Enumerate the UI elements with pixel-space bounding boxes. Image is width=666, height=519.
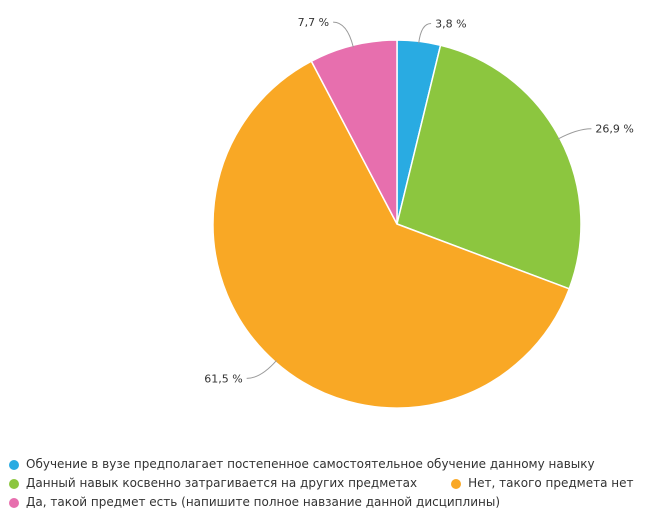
legend-row-1: Обучение в вузе предполагает постепенное… <box>9 455 666 474</box>
label-connectors <box>246 21 592 379</box>
pie-slices <box>212 39 582 409</box>
legend-marker-has-subject <box>9 497 19 508</box>
legend-item-has-subject[interactable]: Да, такой предмет есть (напишите полное … <box>9 493 500 512</box>
legend: Обучение в вузе предполагает постепенное… <box>9 455 666 512</box>
connector-no-subject <box>246 360 277 379</box>
legend-label-indirect: Данный навык косвенно затрагивается на д… <box>26 476 418 490</box>
legend-item-no-subject[interactable]: Нет, такого предмета нет <box>451 474 633 493</box>
pie-chart: 3,8 % 26,9 % 61,5 % 7,7 % <box>204 16 634 409</box>
legend-marker-no-subject <box>451 478 462 489</box>
connector-indirect <box>557 128 592 140</box>
connector-has-subject <box>333 21 354 48</box>
legend-label-has-subject: Да, такой предмет есть (напишите полное … <box>26 495 500 509</box>
data-label-no-subject: 61,5 % <box>204 372 242 385</box>
slice-labels: 3,8 % 26,9 % 61,5 % 7,7 % <box>204 16 634 385</box>
legend-item-indirect[interactable]: Данный навык косвенно затрагивается на д… <box>9 474 417 493</box>
legend-item-self-study[interactable]: Обучение в вузе предполагает постепенное… <box>9 455 595 474</box>
data-label-self-study: 3,8 % <box>435 17 466 30</box>
legend-row-3: Да, такой предмет есть (напишите полное … <box>9 493 666 512</box>
data-label-has-subject: 7,7 % <box>298 16 329 29</box>
connector-self-study <box>418 22 432 44</box>
legend-label-self-study: Обучение в вузе предполагает постепенное… <box>26 457 595 471</box>
legend-row-2: Данный навык косвенно затрагивается на д… <box>9 474 666 493</box>
legend-label-no-subject: Нет, такого предмета нет <box>468 476 634 490</box>
legend-marker-indirect <box>9 478 19 489</box>
legend-marker-self-study <box>9 459 19 470</box>
data-label-indirect: 26,9 % <box>595 123 633 136</box>
